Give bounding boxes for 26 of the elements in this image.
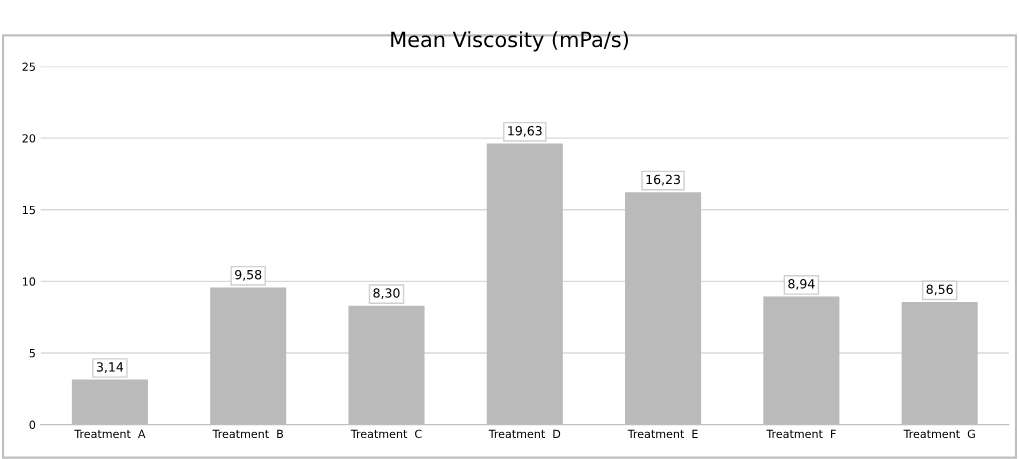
data-label: 16,23 — [646, 174, 680, 186]
y-tick-label: 10 — [22, 277, 36, 286]
x-tick-label: Treatment D — [488, 429, 561, 439]
y-tick-label: 25 — [22, 62, 35, 71]
bar — [348, 305, 425, 425]
x-tick-label: Treatment A — [74, 429, 146, 439]
y-tick-label: 15 — [22, 205, 35, 215]
x-tick-label: Treatment B — [212, 429, 284, 439]
y-tick-label: 5 — [29, 349, 35, 358]
bar — [71, 379, 148, 425]
chart-title: Mean Viscosity (mPa/s) — [391, 31, 629, 52]
data-label: 8,94 — [788, 279, 815, 290]
data-label: 8,30 — [373, 288, 400, 300]
bar — [763, 296, 840, 425]
x-tick-label: Treatment E — [627, 429, 698, 439]
data-label: 19,63 — [508, 126, 542, 137]
x-tick-label: Treatment C — [350, 429, 422, 439]
bar — [901, 301, 978, 425]
data-label: 9,58 — [235, 269, 262, 281]
y-tick-label: 20 — [22, 134, 36, 143]
y-tick-label: 0 — [29, 420, 36, 429]
data-label: 8,56 — [926, 284, 953, 296]
x-tick-label: Treatment G — [903, 429, 975, 439]
bar — [210, 287, 287, 425]
data-label: 3,14 — [96, 362, 124, 373]
x-tick-label: Treatment F — [766, 429, 836, 439]
